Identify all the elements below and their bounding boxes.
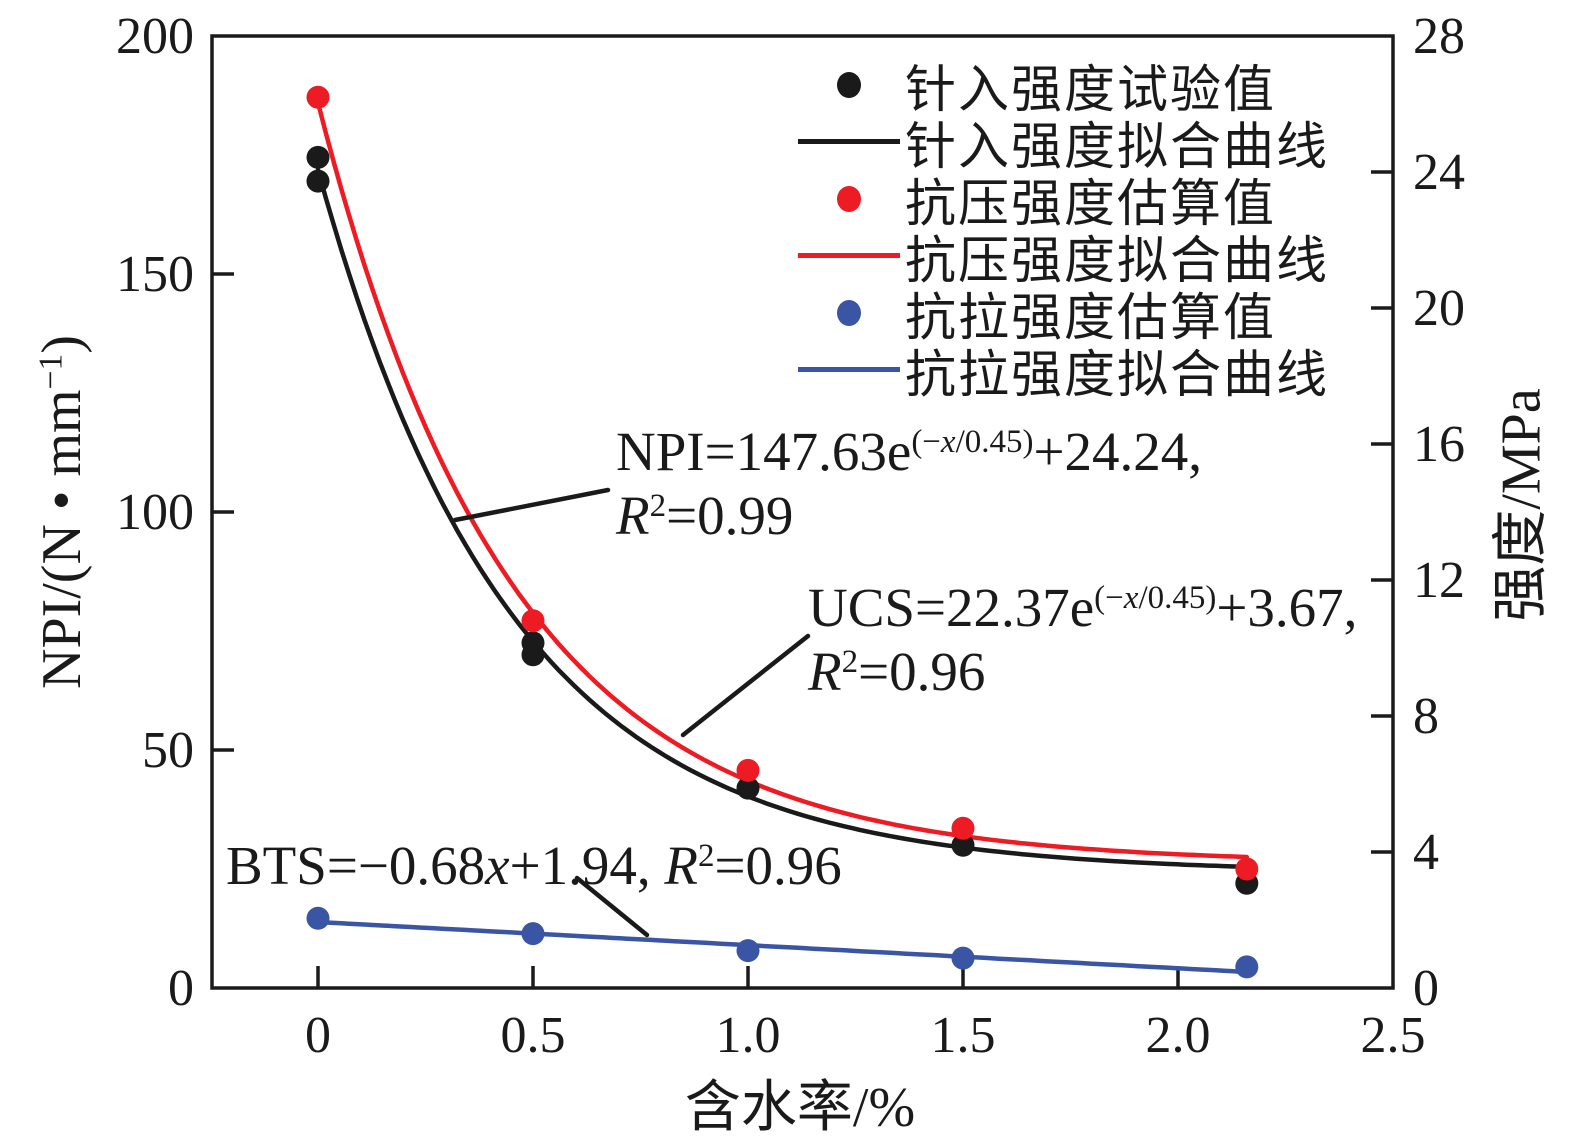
y-right-tick-label: 4 <box>1413 824 1439 881</box>
fit-curve <box>315 100 1250 860</box>
annotation-npi-formula: NPI=147.63e(−x/0.45)+24.24, R2=0.99 <box>616 421 1203 546</box>
blue-line-marker-icon <box>798 367 900 372</box>
data-point <box>951 946 975 970</box>
legend-item-npi-points: 针入强度试验值 <box>793 56 1329 119</box>
x-tick-label: 0 <box>305 1007 331 1064</box>
data-point <box>736 758 760 782</box>
y-left-tick-label: 200 <box>116 8 194 65</box>
legend-marker-cell <box>793 299 905 326</box>
y-right-tick-label: 24 <box>1413 144 1465 201</box>
y-right-tick-label: 0 <box>1413 960 1439 1017</box>
legend-label: 抗拉强度估算值 <box>905 290 1277 347</box>
annotation-leader-line <box>452 487 611 523</box>
black-dot-marker-icon <box>837 71 861 98</box>
data-point <box>306 85 330 109</box>
y-right-tick-label: 16 <box>1413 416 1465 473</box>
data-point <box>521 922 545 946</box>
data-point <box>521 643 545 667</box>
data-point <box>736 776 760 800</box>
annotation-bts-formula: BTS=−0.68x+1.94, R2=0.96 <box>226 835 842 896</box>
black-line-marker-icon <box>798 139 900 144</box>
data-point <box>1235 857 1259 881</box>
data-point <box>951 816 975 840</box>
x-tick-label: 2.5 <box>1361 1007 1426 1064</box>
legend-item-bts-points: 抗拉强度估算值 <box>793 284 1329 347</box>
y-axis-left-title: NPI/(N • mm−1) <box>31 335 93 689</box>
legend-marker-cell <box>793 139 905 144</box>
y-right-tick-label: 12 <box>1413 552 1465 609</box>
blue-dot-marker-icon <box>837 299 861 326</box>
annotation-leader-line <box>680 633 811 738</box>
red-line-marker-icon <box>798 253 900 258</box>
legend-marker-cell <box>793 253 905 258</box>
y-left-tick-label: 100 <box>116 484 194 541</box>
legend-label: 抗压强度拟合曲线 <box>905 233 1330 290</box>
legend-marker-cell <box>793 367 905 372</box>
y-left-tick-label: 0 <box>168 960 194 1017</box>
annotation-ucs-formula: UCS=22.37e(−x/0.45)+3.67, R2=0.96 <box>808 577 1358 702</box>
data-point <box>951 833 975 857</box>
y-right-tick-label: 8 <box>1413 688 1439 745</box>
legend-label: 抗压强度估算值 <box>905 176 1277 233</box>
legend-label: 针入强度拟合曲线 <box>905 119 1330 176</box>
data-point <box>521 609 545 633</box>
red-dot-marker-icon <box>837 185 861 212</box>
data-point <box>306 906 330 930</box>
data-point <box>1235 955 1259 979</box>
legend-marker-cell <box>793 71 905 98</box>
x-tick-label: 2.0 <box>1146 1007 1211 1064</box>
x-tick-label: 1.5 <box>931 1007 996 1064</box>
legend-label: 抗拉强度拟合曲线 <box>905 347 1330 404</box>
x-tick-label: 1.0 <box>716 1007 781 1064</box>
data-point <box>306 145 330 169</box>
legend-item-ucs-fit: 抗压强度拟合曲线 <box>793 227 1329 290</box>
fit-curve <box>315 919 1250 975</box>
data-point <box>736 939 760 963</box>
legend-label: 针入强度试验值 <box>905 62 1277 119</box>
y-right-tick-label: 20 <box>1413 280 1465 337</box>
legend: 针入强度试验值 针入强度拟合曲线 抗压强度估算值 抗压强度拟合曲线 抗拉强度估算… <box>793 56 1329 404</box>
y-axis-right-title: 强度/MPa <box>1490 388 1553 622</box>
legend-marker-cell <box>793 185 905 212</box>
y-left-tick-label: 50 <box>142 722 194 779</box>
x-tick-label: 0.5 <box>501 1007 566 1064</box>
data-point <box>306 169 330 193</box>
legend-item-npi-fit: 针入强度拟合曲线 <box>793 113 1329 176</box>
annotation-leader-line <box>574 875 650 938</box>
legend-item-bts-fit: 抗拉强度拟合曲线 <box>793 341 1329 404</box>
y-left-tick-label: 150 <box>116 246 194 303</box>
x-axis-title: 含水率/% <box>684 1077 916 1139</box>
legend-item-ucs-points: 抗压强度估算值 <box>793 170 1329 233</box>
y-right-tick-label: 28 <box>1413 8 1465 65</box>
fit-curve <box>315 167 1250 870</box>
